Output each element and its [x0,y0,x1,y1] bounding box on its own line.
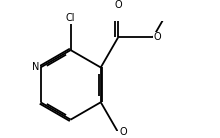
Text: O: O [114,0,122,10]
Text: O: O [154,32,161,42]
Text: N: N [32,63,40,72]
Text: O: O [119,127,127,137]
Text: Cl: Cl [66,13,75,23]
